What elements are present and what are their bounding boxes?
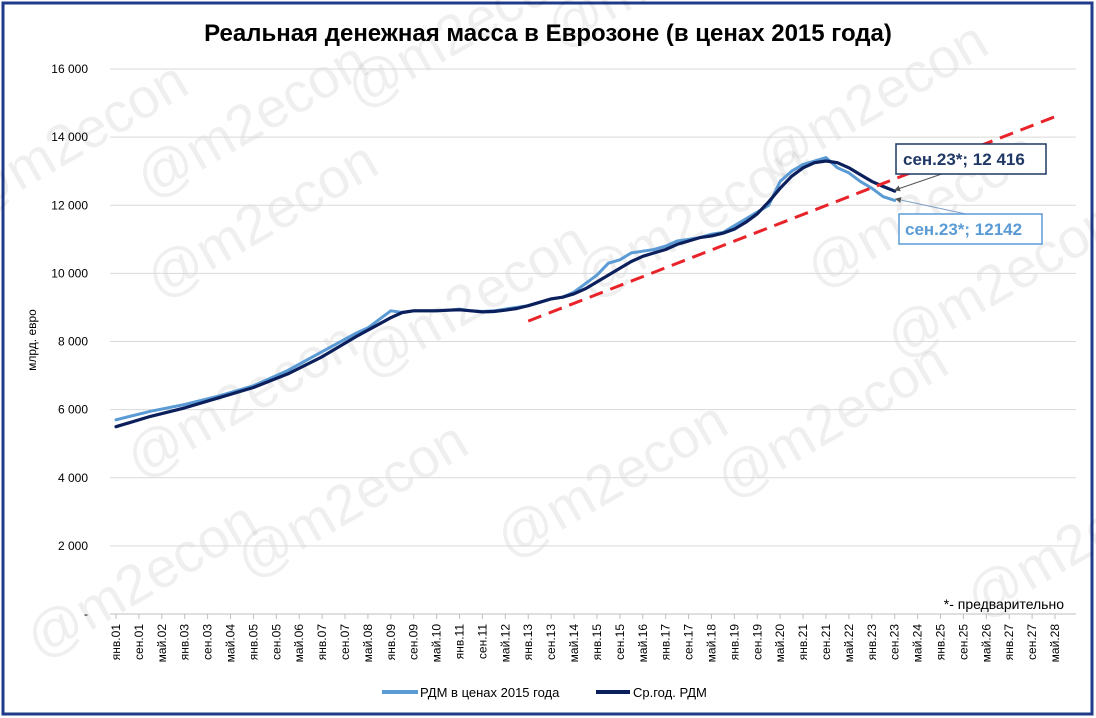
x-tick-label: май.08 — [361, 624, 375, 663]
annotation-rdm: сен.23*; 12142 — [895, 197, 1043, 245]
x-tick-label: май.22 — [842, 624, 856, 663]
x-tick-label: янв.05 — [246, 624, 260, 661]
x-tick-label: сен.25 — [956, 624, 970, 660]
y-tick-label: 8 000 — [58, 335, 88, 349]
y-tick-label: - — [84, 607, 88, 621]
y-tick-label: 4 000 — [58, 471, 88, 485]
x-tick-label: янв.13 — [521, 624, 535, 661]
x-tick-label: сен.01 — [132, 624, 146, 660]
y-tick-label: 16 000 — [51, 62, 88, 76]
y-tick-label: 12 000 — [51, 198, 88, 212]
x-tick-label: сен.27 — [1025, 624, 1039, 660]
chart-title: Реальная денежная масса в Еврозоне (в це… — [204, 20, 892, 47]
x-tick-label: сен.19 — [750, 624, 764, 660]
x-tick-label: янв.15 — [590, 624, 604, 661]
annotation-rdm-label: сен.23*; 12142 — [905, 220, 1022, 239]
x-tick-label: сен.13 — [544, 624, 558, 660]
annotation-rdm-box — [898, 213, 1043, 245]
series-avg-line — [114, 159, 897, 429]
x-tick-label: май.10 — [430, 624, 444, 663]
legend-label-rdm: РДМ в ценах 2015 года — [420, 685, 560, 700]
x-tick-label: янв.21 — [796, 624, 810, 661]
x-tick-label: сен.21 — [819, 624, 833, 660]
y-tick-label: 14 000 — [51, 130, 88, 144]
x-tick-label: сен.23 — [888, 624, 902, 660]
x-tick-label: май.18 — [704, 624, 718, 663]
legend: РДМ в ценах 2015 года Ср.год. РДМ — [382, 685, 707, 700]
x-axis-ticks: янв.01 сен.01 май.02 янв.03 сен.03 май.04 янв.… — [109, 614, 1062, 662]
y-tick-label: 6 000 — [58, 403, 88, 417]
x-tick-label: янв.01 — [109, 624, 123, 661]
footnote: *- предварительно — [944, 596, 1064, 612]
gridlines — [110, 68, 1076, 547]
x-tick-label: май.12 — [498, 624, 512, 663]
x-tick-label: сен.03 — [201, 624, 215, 660]
x-tick-label: май.16 — [636, 624, 650, 663]
y-axis-ticks: - 2 000 4 000 6 000 8 000 10 000 12 000 14 000 1… — [51, 62, 88, 621]
x-tick-label: май.06 — [292, 624, 306, 663]
x-tick-label: сен.15 — [613, 624, 627, 660]
x-tick-label: май.26 — [979, 624, 993, 663]
x-tick-label: сен.17 — [682, 624, 696, 660]
y-tick-label: 10 000 — [51, 266, 88, 280]
x-tick-label: янв.09 — [384, 624, 398, 661]
x-tick-label: сен.11 — [475, 624, 489, 659]
x-tick-label: янв.27 — [1002, 624, 1016, 661]
series-rdm-line — [114, 156, 897, 422]
x-tick-label: янв.11 — [453, 624, 467, 660]
x-tick-label: сен.07 — [338, 624, 352, 660]
annotation-avg-box — [895, 143, 1047, 175]
x-tick-label: май.24 — [911, 624, 925, 663]
legend-label-avg: Ср.год. РДМ — [633, 685, 707, 700]
y-tick-label: 2 000 — [58, 539, 88, 553]
x-tick-label: янв.17 — [659, 624, 673, 661]
x-tick-label: янв.07 — [315, 624, 329, 661]
x-tick-label: янв.23 — [865, 624, 879, 661]
x-tick-label: янв.03 — [178, 624, 192, 661]
annotation-avg: сен.23*; 12 416 — [894, 143, 1047, 192]
annotation-rdm-leader — [895, 197, 967, 215]
x-tick-label: янв.19 — [727, 624, 741, 661]
x-tick-label: сен.09 — [407, 624, 421, 660]
x-tick-label: май.28 — [1048, 624, 1062, 663]
x-tick-label: май.14 — [567, 624, 581, 663]
x-tick-label: май.20 — [773, 624, 787, 663]
y-axis-label: млрд. евро — [25, 309, 39, 371]
x-tick-label: май.04 — [224, 624, 238, 663]
annotation-avg-label: сен.23*; 12 416 — [903, 150, 1025, 169]
x-tick-label: май.02 — [155, 624, 169, 663]
x-tick-label: янв.25 — [933, 624, 947, 661]
x-tick-label: сен.05 — [269, 624, 283, 660]
